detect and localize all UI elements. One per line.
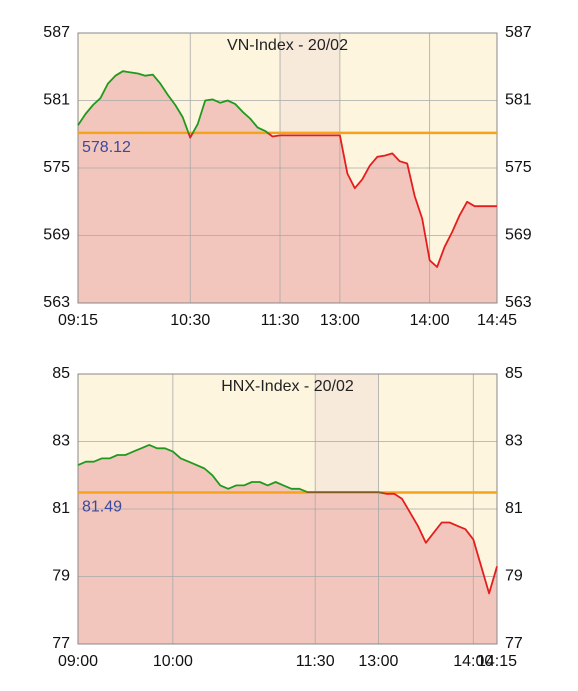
y-tick-label: 81 <box>52 500 70 517</box>
x-tick-label: 11:30 <box>296 653 335 670</box>
y-tick-label: 587 <box>43 24 70 41</box>
x-tick-label: 14:15 <box>477 653 517 670</box>
y-tick-label: 77 <box>52 635 70 652</box>
y2-tick-label: 83 <box>505 433 523 450</box>
x-tick-label: 10:30 <box>170 312 210 329</box>
y-tick-label: 581 <box>43 92 70 109</box>
y-tick-label: 569 <box>43 227 70 244</box>
x-tick-label: 09:00 <box>58 653 98 670</box>
plot-frame <box>77 373 498 645</box>
y-tick-label: 85 <box>52 365 70 382</box>
x-tick-label: 10:00 <box>153 653 193 670</box>
y2-tick-label: 79 <box>505 568 523 585</box>
index-line <box>77 70 497 268</box>
area <box>78 71 497 303</box>
y2-tick-label: 581 <box>505 92 532 109</box>
x-tick-label: 13:00 <box>358 653 398 670</box>
y-tick-label: 79 <box>52 568 70 585</box>
plot-frame <box>77 32 498 304</box>
x-tick-label: 11:30 <box>261 312 300 329</box>
x-tick-label: 13:00 <box>320 312 360 329</box>
y2-tick-label: 569 <box>505 227 532 244</box>
x-tick-label: 14:00 <box>453 653 493 670</box>
y2-tick-label: 81 <box>505 500 523 517</box>
y2-tick-label: 575 <box>505 159 532 176</box>
y-tick-label: 83 <box>52 433 70 450</box>
index-line <box>77 444 498 595</box>
reference-label: 81.49 <box>82 499 122 516</box>
x-tick-label: 09:15 <box>58 312 98 329</box>
y-tick-label: 575 <box>43 159 70 176</box>
reference-label: 578.12 <box>82 139 131 156</box>
y2-tick-label: 77 <box>505 635 523 652</box>
y2-tick-label: 587 <box>505 24 532 41</box>
x-tick-label: 14:00 <box>410 312 450 329</box>
chart-title: VN-Index - 20/02 <box>227 37 348 54</box>
y2-tick-label: 85 <box>505 365 523 382</box>
chart-title: HNX-Index - 20/02 <box>221 378 354 395</box>
y2-tick-label: 563 <box>505 294 532 311</box>
x-tick-label: 14:45 <box>477 312 517 329</box>
y-tick-label: 563 <box>43 294 70 311</box>
